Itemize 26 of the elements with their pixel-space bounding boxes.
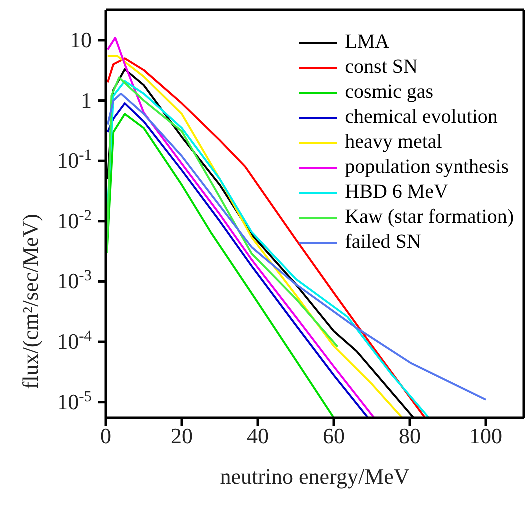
x-tick-label: 60 [323, 424, 345, 449]
x-tick-label: 20 [171, 424, 193, 449]
x-axis-title: neutrino energy/MeV [220, 464, 410, 489]
line-series [106, 76, 339, 348]
legend-label: LMA [345, 30, 390, 55]
legend-label: cosmic gas [345, 80, 434, 105]
legend-label: const SN [345, 55, 418, 80]
x-tick-label: 0 [100, 424, 112, 449]
x-tick-label: 40 [247, 424, 269, 449]
legend-label: Kaw (star formation) [345, 205, 514, 230]
y-tick-label: 1 [81, 88, 92, 113]
y-tick-label: 10 [70, 27, 92, 52]
y-tick-label: 10$^{-2}$ [57, 206, 92, 234]
legend-label: heavy metal [345, 130, 442, 155]
y-tick-label: 10$^{-5}$ [57, 388, 92, 414]
line-series [106, 113, 335, 418]
y-tick-label: 10$^{-3}$ [57, 267, 92, 294]
legend-label: HBD 6 MeV [345, 180, 449, 205]
legend-label: population synthesis [345, 155, 510, 180]
legend-label: failed SN [345, 230, 422, 255]
y-tick-label: 10$^{-4}$ [57, 328, 92, 354]
y-axis-title: flux/(cm²/sec/MeV) [18, 214, 43, 390]
x-tick-label: 100 [470, 424, 502, 449]
x-tick-label: 80 [399, 424, 421, 449]
y-tick-label: 10$^{-1}$ [57, 146, 92, 174]
legend-label: chemical evolution [345, 105, 498, 130]
